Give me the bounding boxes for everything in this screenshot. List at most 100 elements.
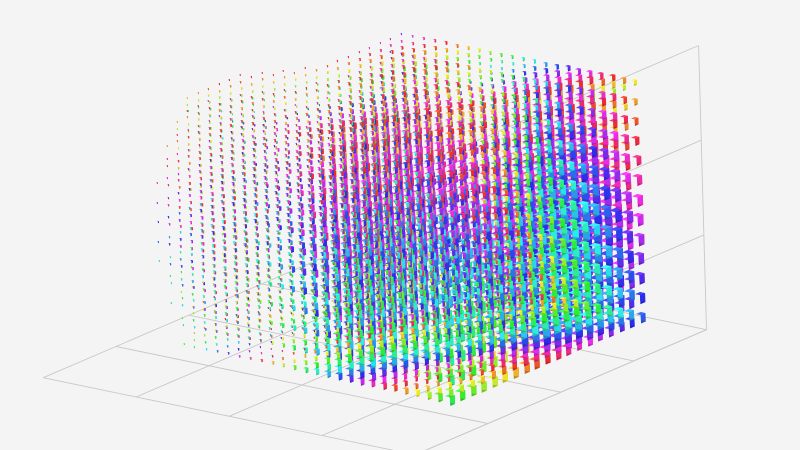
voxel-cube (237, 110, 245, 119)
voxel-cube (280, 86, 288, 94)
voxel-cube (167, 299, 175, 307)
voxel-cube (154, 218, 162, 226)
voxel-cube (318, 295, 326, 303)
voxel-cube (163, 174, 171, 182)
voxel-cube (188, 270, 196, 279)
voxel-cube (325, 173, 333, 182)
voxel-cube (273, 241, 281, 249)
voxel-cube (263, 265, 271, 274)
voxel-cube (361, 283, 369, 292)
voxel-cube (370, 233, 378, 241)
voxel-cube (325, 153, 333, 162)
voxel-cube (175, 209, 183, 218)
voxel-cube (314, 138, 322, 147)
voxel-cube (185, 185, 193, 194)
voxel-cube (269, 90, 277, 99)
voxel-cube (239, 182, 247, 190)
voxel-cube (189, 316, 197, 325)
voxel-cube (189, 296, 197, 305)
voxel-cube (174, 176, 182, 185)
voxel-cube (366, 83, 374, 92)
voxel-cube (293, 179, 301, 188)
voxel-cube (258, 69, 266, 77)
voxel-cube (183, 113, 191, 121)
voxel-cube (335, 129, 343, 137)
voxel-cube (194, 102, 202, 110)
voxel-cube (239, 201, 247, 209)
voxel-cube (249, 145, 257, 154)
voxel-cube (206, 156, 214, 165)
voxel-cube (295, 238, 303, 246)
voxel-cube (355, 68, 363, 77)
voxel-cube (344, 72, 352, 81)
voxel-cube (286, 302, 294, 310)
voxel-cube (312, 79, 320, 87)
voxel-cube (306, 240, 314, 249)
voxel-cube (164, 213, 172, 222)
voxel-cube (345, 111, 354, 120)
voxel-cube (176, 235, 185, 244)
voxel-cube (356, 107, 365, 116)
voxel-cube (292, 121, 300, 129)
voxel-cube (173, 125, 181, 133)
voxel-cube (189, 283, 198, 292)
voxel-cube (241, 267, 249, 276)
voxel-cube (285, 282, 293, 290)
voxel-cube (249, 177, 257, 185)
voxel-cube (262, 238, 270, 246)
voxel-cube (185, 191, 194, 200)
voxel-cube (259, 140, 267, 148)
voxel-cube (358, 198, 366, 206)
voxel-cube (400, 167, 409, 177)
voxel-cube (211, 320, 219, 328)
voxel-cube (389, 145, 398, 154)
voxel-cube (328, 277, 337, 286)
voxel-cube (366, 63, 374, 72)
voxel-cube (184, 133, 192, 142)
voxel-cube (260, 179, 268, 187)
voxel-cube (153, 179, 161, 187)
voxel-cube (186, 198, 195, 207)
voxel-cube (184, 146, 192, 154)
voxel-cube (176, 242, 185, 251)
voxel-cube (184, 165, 192, 174)
voxel-cube (355, 48, 363, 56)
voxel-cube (177, 288, 185, 296)
voxel-cube (389, 165, 398, 174)
voxel-cube (252, 262, 260, 270)
voxel-cube (184, 140, 192, 149)
voxel-cube (165, 220, 173, 229)
voxel-cube (190, 329, 198, 337)
voxel-cube (195, 129, 203, 138)
voxel-cube (368, 161, 376, 169)
voxel-cube (185, 172, 194, 181)
voxel-cube (201, 325, 209, 334)
voxel-cube (173, 131, 181, 139)
voxel-cube (215, 112, 223, 120)
voxel-cube (284, 243, 292, 252)
voxel-cube (392, 243, 400, 251)
voxel-cube (221, 315, 229, 323)
voxel-cube (367, 115, 375, 123)
voxel-cube (293, 160, 301, 169)
voxel-cube (196, 180, 204, 189)
voxel-cube (387, 87, 395, 96)
voxel-cube (285, 262, 293, 271)
voxel-cube (190, 343, 198, 351)
voxel-cube (381, 248, 389, 256)
voxel-cube (205, 117, 213, 125)
voxel-cube (183, 101, 191, 109)
voxel-cube (199, 278, 207, 286)
voxel-cube (247, 93, 255, 102)
voxel-cube (153, 199, 161, 207)
voxel-cube (177, 275, 185, 284)
voxel-cube (376, 59, 384, 68)
voxel-cube (313, 118, 321, 126)
voxel-cube (346, 144, 354, 152)
voxel-cube (290, 69, 298, 77)
voxel-cube (204, 85, 212, 93)
voxel-cube (194, 96, 202, 105)
voxel-cube (281, 145, 289, 154)
